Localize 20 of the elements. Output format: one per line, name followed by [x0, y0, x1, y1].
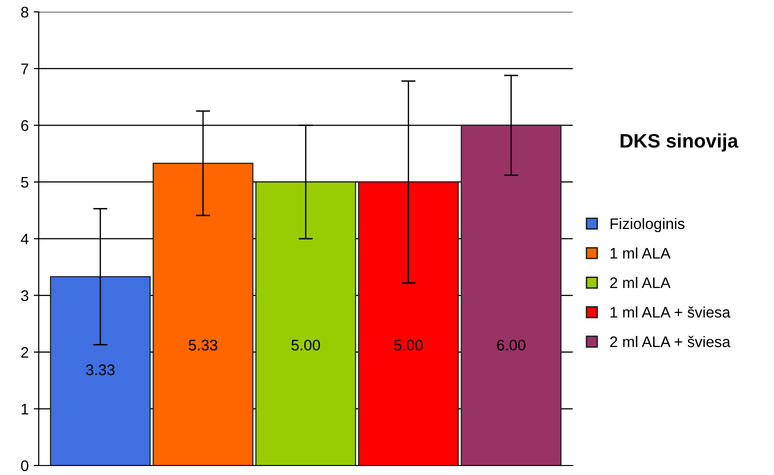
- y-tick-label: 1: [22, 404, 28, 414]
- legend-label: 1 ml ALA: [610, 247, 671, 258]
- data-label: 5.33: [188, 340, 218, 351]
- text: DKS sinovija: [620, 133, 738, 152]
- y-tick-label: 0: [21, 460, 28, 472]
- data-label: 6.00: [497, 340, 526, 351]
- legend-label: 2 ml ALA: [610, 276, 671, 288]
- y-tick-label: 6: [21, 120, 28, 131]
- data-label: 5.00: [291, 340, 320, 351]
- y-tick-label: 7: [21, 64, 28, 74]
- y-tick-label: 3: [21, 290, 28, 302]
- y-tick-label: 2: [21, 346, 28, 358]
- data-label: 3.33: [86, 364, 115, 376]
- y-tick-label: 8: [21, 6, 28, 18]
- y-tick-label: 5: [21, 177, 28, 188]
- legend-label: Fiziologinis: [610, 218, 684, 232]
- legend-label: 2 ml ALA + šviesa: [610, 336, 730, 348]
- y-tick-label: 4: [20, 234, 29, 244]
- data-label: 5.00: [394, 340, 423, 351]
- legend-label: 1 ml ALA + šviesa: [610, 306, 730, 318]
